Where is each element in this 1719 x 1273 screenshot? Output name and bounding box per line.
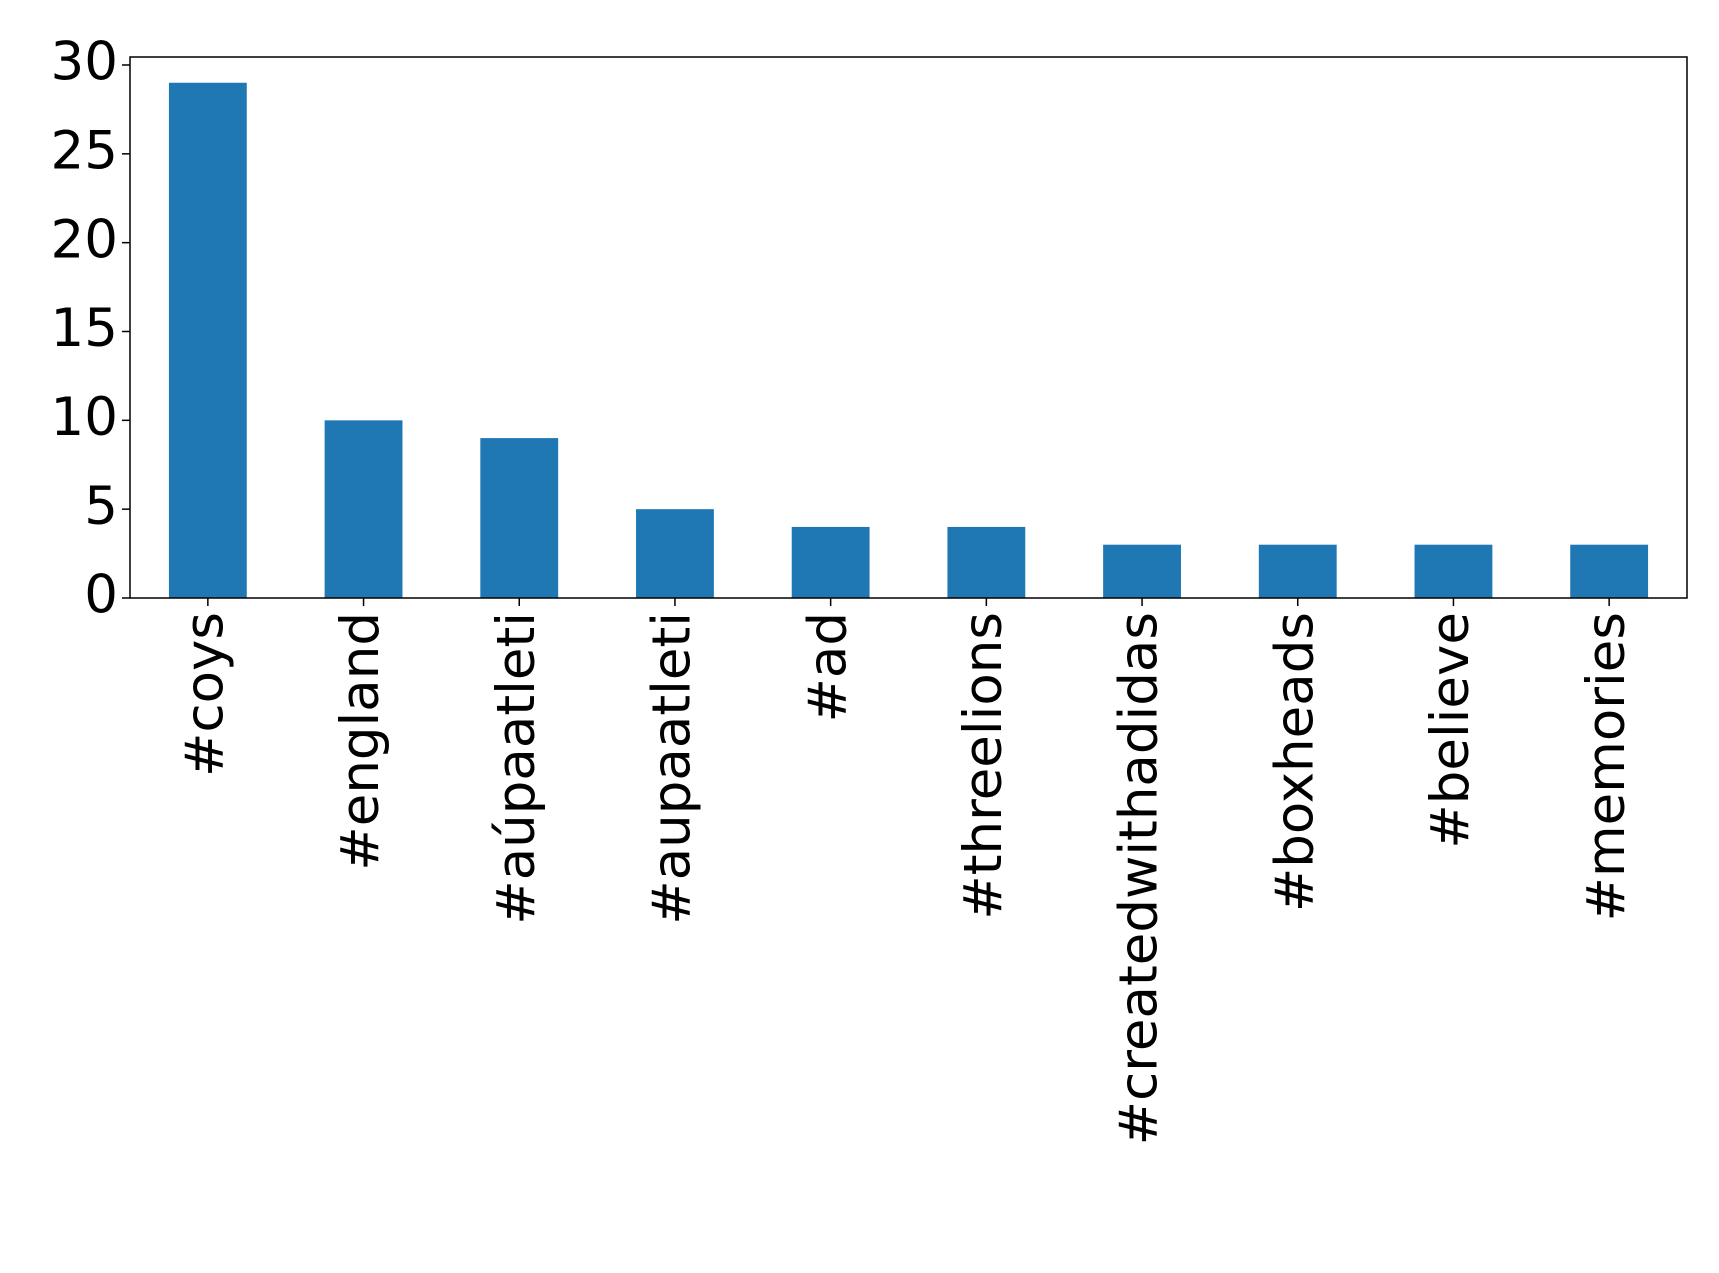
x-tick-label: #believe [1420,612,1481,849]
y-tick-label: 30 [51,32,118,93]
x-tick-label: #threelions [953,612,1014,920]
bar [1103,544,1181,598]
bar [791,526,870,598]
x-tick-label: #aupaatleti [642,612,703,925]
y-tick-label: 0 [84,565,118,626]
y-tick-label: 20 [51,209,118,270]
bar [636,509,714,598]
x-tick-label: #boxheads [1264,612,1325,912]
bar [480,438,559,598]
bar [324,420,403,598]
x-tick-label: #aúpaatleti [486,612,547,925]
x-tick-label: #createdwithadidas [1109,612,1170,1145]
x-tick-label: #ad [797,612,858,723]
bar [1414,544,1493,598]
x-tick-label: #memories [1576,612,1637,921]
y-tick-label: 15 [51,298,118,359]
y-tick-label: 10 [51,387,118,448]
y-tick-label: 25 [51,120,118,181]
x-tick-label: #england [330,612,391,871]
plot-frame [129,56,1688,599]
bar [1258,544,1337,598]
x-tick-label: #coys [174,612,235,777]
y-tick-label: 5 [84,476,118,537]
bar [1570,544,1649,598]
bar [168,82,247,598]
bar [947,526,1026,598]
